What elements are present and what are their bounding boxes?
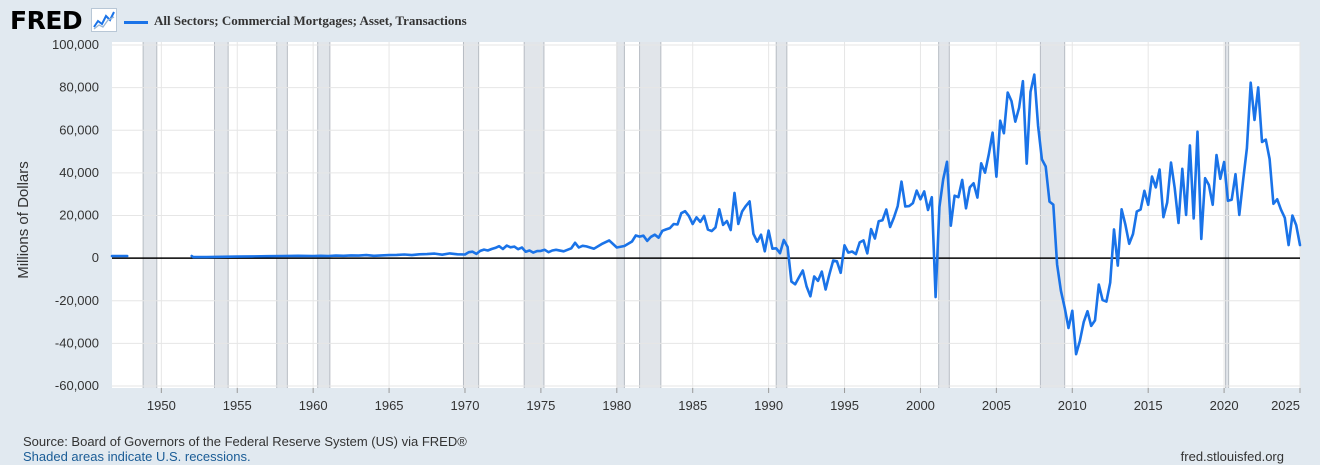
y-tick-label: 80,000 (59, 80, 99, 95)
x-tick-label: 1990 (754, 398, 783, 413)
x-axis-ticks: 1950 1955 1960 1965 1970 1975 1980 1985 1990 1995… (147, 388, 1301, 413)
series-lines (110, 73, 1302, 356)
y-tick-label: 60,000 (59, 122, 99, 137)
fred-logo[interactable]: FRED (10, 6, 83, 35)
y-tick-label: -40,000 (55, 335, 99, 350)
fred-graph-icon (91, 8, 117, 32)
x-tick-label: 2005 (982, 398, 1011, 413)
legend-swatch (124, 21, 148, 24)
line-chart[interactable]: 100,000 80,000 60,000 40,000 20,000 0 -20,000 -… (0, 0, 1320, 430)
y-tick-label: 40,000 (59, 165, 99, 180)
x-tick-label: 1965 (375, 398, 404, 413)
y-axis-label: Millions of Dollars (15, 161, 32, 279)
legend-label: All Sectors; Commercial Mortgages; Asset… (154, 13, 467, 28)
x-tick-label: 2010 (1058, 398, 1087, 413)
x-tick-label: 1975 (526, 398, 555, 413)
series-line-0-segment-1[interactable] (190, 73, 1302, 356)
site-url[interactable]: fred.stlouisfed.org (1180, 449, 1284, 464)
y-tick-label: -60,000 (55, 378, 99, 393)
x-tick-label: 2020 (1210, 398, 1239, 413)
chart-header: FRED All Sectors; Commercial Mortgages; … (0, 0, 1320, 40)
y-tick-label: 20,000 (59, 208, 99, 223)
x-tick-label: 1985 (678, 398, 707, 413)
x-tick-label: 1960 (299, 398, 328, 413)
y-tick-label: 100,000 (52, 37, 99, 52)
x-tick-label: 2025 (1271, 398, 1300, 413)
y-axis-ticks: 100,000 80,000 60,000 40,000 20,000 0 -20,000 -… (52, 37, 99, 393)
x-tick-label: 1995 (830, 398, 859, 413)
y-tick-label: -20,000 (55, 293, 99, 308)
x-tick-label: 1955 (223, 398, 252, 413)
x-tick-label: 2015 (1134, 398, 1163, 413)
x-tick-label: 1950 (147, 398, 176, 413)
y-tick-label: 0 (92, 250, 99, 265)
x-tick-label: 2000 (906, 398, 935, 413)
source-note: Source: Board of Governors of the Federa… (23, 434, 467, 449)
recession-note[interactable]: Shaded areas indicate U.S. recessions. (23, 449, 251, 464)
x-tick-label: 1970 (451, 398, 480, 413)
x-tick-label: 1980 (602, 398, 631, 413)
